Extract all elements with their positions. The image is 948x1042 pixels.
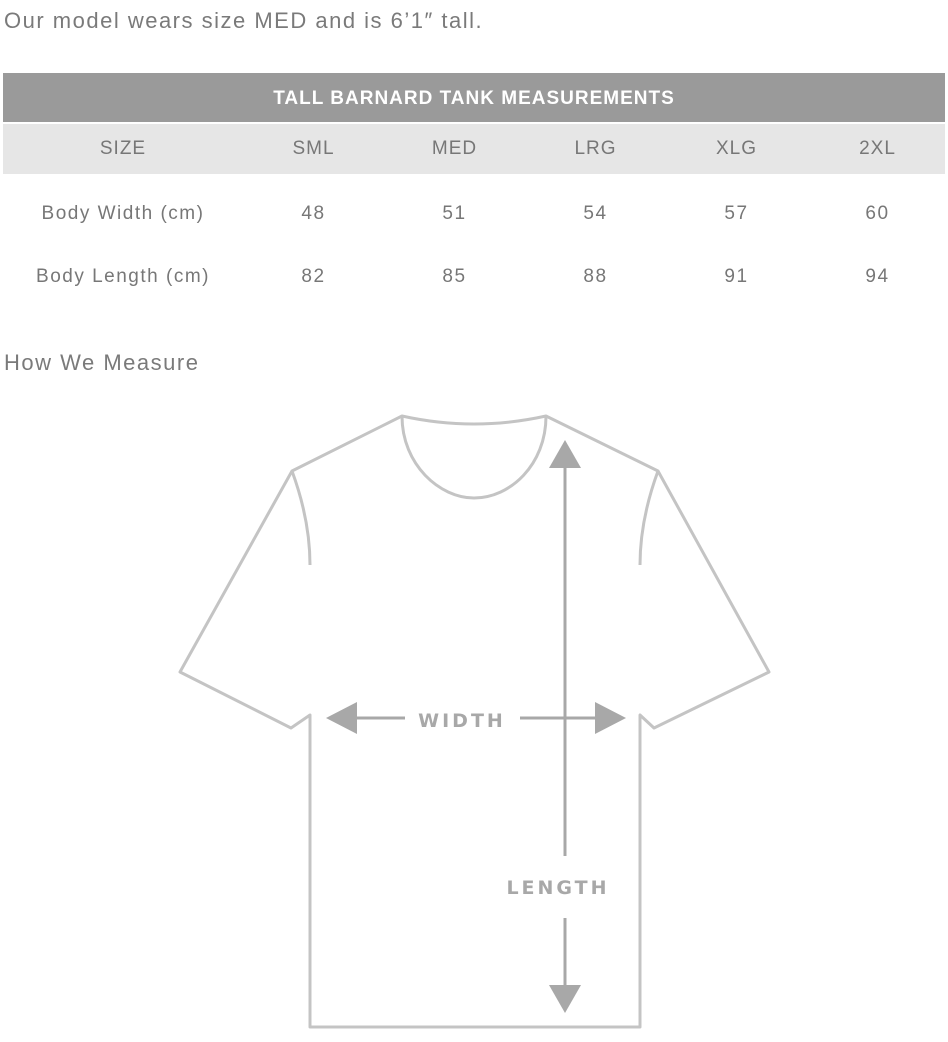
header-sml: SML <box>292 138 335 159</box>
cell: 54 <box>583 202 608 224</box>
cell: 85 <box>442 265 467 287</box>
cell: 91 <box>724 265 749 287</box>
header-xlg: XLG <box>715 138 758 159</box>
header-med: MED <box>431 138 478 159</box>
table-title: TALL BARNARD TANK MEASUREMENTS <box>3 73 945 122</box>
cell: 88 <box>583 265 608 287</box>
width-arrow-left-head <box>326 702 357 734</box>
cell: 82 <box>301 265 326 287</box>
cell: 48 <box>301 202 326 224</box>
length-arrow-bottom-head <box>549 985 581 1013</box>
length-label: LENGTH <box>506 877 609 899</box>
header-2xl: 2XL <box>859 138 896 159</box>
table-header-row: SIZE SML MED LRG XLG 2XL <box>3 124 945 174</box>
width-arrow-right-head <box>595 702 626 734</box>
how-we-measure-heading: How We Measure <box>4 350 200 375</box>
row-label: Body Width (cm) <box>41 202 205 224</box>
cell: 60 <box>865 202 890 224</box>
shirt-outline <box>178 414 771 1029</box>
header-lrg: LRG <box>574 138 617 159</box>
table-row: Body Width (cm) 48 51 54 57 60 <box>3 182 945 245</box>
width-label: WIDTH <box>418 710 506 732</box>
shirt-collar <box>400 415 548 500</box>
cell: 51 <box>442 202 467 224</box>
left-sleeve-seam <box>290 470 312 566</box>
cell: 57 <box>724 202 749 224</box>
cell: 94 <box>865 265 890 287</box>
right-sleeve-seam <box>638 470 660 566</box>
row-label: Body Length (cm) <box>36 265 210 287</box>
header-size: SIZE <box>99 138 147 159</box>
measurements-table: TALL BARNARD TANK MEASUREMENTS SIZE SML … <box>3 73 945 308</box>
model-size-note: Our model wears size MED and is 6’1″ tal… <box>4 8 484 33</box>
table-row: Body Length (cm) 82 85 88 91 94 <box>3 245 945 308</box>
length-arrow-top-head <box>549 440 581 468</box>
